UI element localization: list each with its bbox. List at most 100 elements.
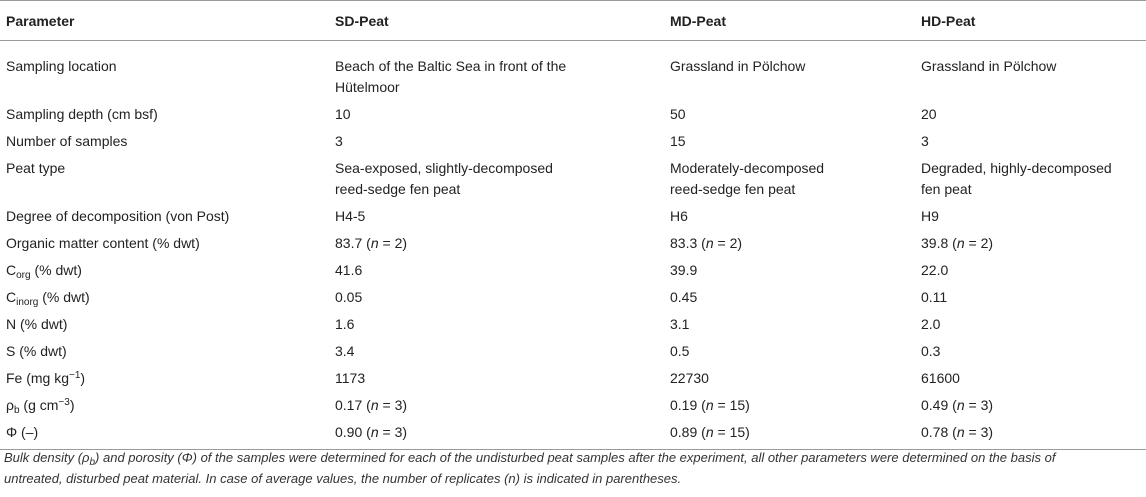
cell-sd-peat: 1173	[329, 362, 664, 389]
cell-line: 3	[921, 133, 929, 149]
cell-line: 0.89 (n = 15)	[670, 424, 750, 440]
cell-line: Moderately-decomposed	[670, 160, 825, 176]
cell-sd-peat: Beach of the Baltic Sea in front of the H…	[329, 41, 664, 99]
cell-sd-peat: 0.90 (n = 3)	[329, 416, 664, 450]
cell-md-peat: 3.1	[664, 308, 915, 335]
cell-line: 3.4	[335, 343, 355, 359]
cell-parameter: Fe (mg kg−1)	[6, 370, 86, 386]
cell-hd-peat: 0.78 (n = 3)	[915, 416, 1146, 450]
cell-sd-peat: Sea-exposed, slightly-decomposed reed-sed…	[329, 152, 664, 200]
cell-parameter: Cinorg (% dwt)	[6, 289, 90, 308]
cell-line: 0.17 (n = 3)	[335, 397, 408, 413]
cell-line: 41.6	[335, 262, 363, 278]
footnote-line: untreated, disturbed peat material. In c…	[4, 471, 682, 486]
cell-line: Beach of the Baltic Sea in front of the	[335, 58, 567, 74]
cell-line: 0.11	[921, 289, 948, 305]
table-row: N (% dwt) 1.6 3.1 2.0	[0, 308, 1146, 335]
cell-sd-peat: 0.17 (n = 3)	[329, 389, 664, 416]
table-row: Cinorg (% dwt) 0.05 0.45 0.11	[0, 281, 1146, 308]
cell-sd-peat: 41.6	[329, 254, 664, 281]
cell-line: 39.9	[670, 262, 698, 278]
cell-line: H4-5	[335, 208, 366, 224]
cell-md-peat: H6	[664, 200, 915, 227]
cell-hd-peat: H9	[915, 200, 1146, 227]
cell-line: 22.0	[921, 262, 949, 278]
header-row: Parameter SD-Peat MD-Peat HD-Peat	[0, 0, 1146, 41]
cell-hd-peat: 20	[915, 98, 1146, 125]
cell-line: 15	[670, 133, 686, 149]
cell-line: 0.90 (n = 3)	[335, 424, 408, 440]
cell-line: reed-sedge fen peat	[670, 181, 796, 197]
cell-hd-peat: 61600	[915, 362, 1146, 389]
cell-md-peat: Moderately-decomposed reed-sedge fen peat	[664, 152, 915, 200]
cell-hd-peat: Degraded, highly-decomposed fen peat	[915, 152, 1146, 200]
table-row: Degree of decomposition (von Post) H4-5 H6…	[0, 200, 1146, 227]
cell-parameter: Corg (% dwt)	[6, 262, 82, 281]
cell-line: 0.45	[670, 289, 698, 305]
footnote-line: Bulk density (ρb) and porosity (Φ) of th…	[4, 450, 1056, 468]
cell-line: 39.8 (n = 2)	[921, 235, 994, 251]
cell-hd-peat: 0.11	[915, 281, 1146, 308]
table-row: Organic matter content (% dwt) 83.7 (n = …	[0, 227, 1146, 254]
header-parameter: Parameter	[0, 0, 329, 41]
cell-line: 0.49 (n = 3)	[921, 397, 994, 413]
cell-line: Sea-exposed, slightly-decomposed	[335, 160, 553, 176]
table-row: Sampling location Beach of the Baltic Sea…	[0, 41, 1146, 99]
cell-parameter: ρb (g cm−3)	[6, 397, 75, 416]
cell-parameter: N (% dwt)	[6, 316, 68, 332]
cell-sd-peat: 3.4	[329, 335, 664, 362]
cell-parameter: Sampling depth (cm bsf)	[6, 106, 158, 122]
cell-line: Hütelmoor	[335, 79, 400, 95]
cell-parameter: Organic matter content (% dwt)	[6, 235, 200, 251]
cell-line: 1.6	[335, 316, 355, 332]
cell-line: 22730	[670, 370, 709, 386]
header-sd-peat: SD-Peat	[329, 0, 664, 41]
cell-sd-peat: 3	[329, 125, 664, 152]
cell-md-peat: 0.5	[664, 335, 915, 362]
cell-md-peat: 50	[664, 98, 915, 125]
table-row: Number of samples 3 15 3	[0, 125, 1146, 152]
cell-line: 83.3 (n = 2)	[670, 235, 743, 251]
cell-line: 0.78 (n = 3)	[921, 424, 994, 440]
table-row: ρb (g cm−3) 0.17 (n = 3) 0.19 (n = 15) 0.49…	[0, 389, 1146, 416]
cell-line: 61600	[921, 370, 960, 386]
cell-hd-peat: 39.8 (n = 2)	[915, 227, 1146, 254]
cell-line: 83.7 (n = 2)	[335, 235, 408, 251]
cell-line: 20	[921, 106, 937, 122]
header-hd-peat: HD-Peat	[915, 0, 1146, 41]
cell-md-peat: 83.3 (n = 2)	[664, 227, 915, 254]
table-row: S (% dwt) 3.4 0.5 0.3	[0, 335, 1146, 362]
table-body: Sampling location Beach of the Baltic Sea…	[0, 41, 1146, 450]
cell-line: 50	[670, 106, 686, 122]
cell-parameter: S (% dwt)	[6, 343, 67, 359]
cell-hd-peat: 0.49 (n = 3)	[915, 389, 1146, 416]
cell-line: H9	[921, 208, 939, 224]
table-row: Fe (mg kg−1) 1173 22730 61600	[0, 362, 1146, 389]
cell-line: fen peat	[921, 181, 972, 197]
cell-line: 0.5	[670, 343, 690, 359]
cell-hd-peat: Grassland in Pölchow	[915, 41, 1146, 99]
cell-line: 3	[335, 133, 343, 149]
cell-md-peat: 0.45	[664, 281, 915, 308]
cell-line: 1173	[335, 370, 366, 386]
cell-md-peat: 22730	[664, 362, 915, 389]
table-row: Peat type Sea-exposed, slightly-decompose…	[0, 152, 1146, 200]
cell-md-peat: Grassland in Pölchow	[664, 41, 915, 99]
cell-line: 2.0	[921, 316, 941, 332]
cell-line: 0.3	[921, 343, 941, 359]
cell-line: Grassland in Pölchow	[670, 58, 806, 74]
cell-sd-peat: H4-5	[329, 200, 664, 227]
cell-md-peat: 0.19 (n = 15)	[664, 389, 915, 416]
cell-md-peat: 39.9	[664, 254, 915, 281]
cell-line: 3.1	[670, 316, 690, 332]
cell-hd-peat: 0.3	[915, 335, 1146, 362]
cell-sd-peat: 1.6	[329, 308, 664, 335]
cell-line: 10	[335, 106, 351, 122]
cell-line: reed-sedge fen peat	[335, 181, 461, 197]
cell-line: Degraded, highly-decomposed	[921, 160, 1112, 176]
cell-sd-peat: 0.05	[329, 281, 664, 308]
cell-parameter: Number of samples	[6, 133, 128, 149]
cell-line: 0.19 (n = 15)	[670, 397, 750, 413]
cell-md-peat: 0.89 (n = 15)	[664, 416, 915, 450]
